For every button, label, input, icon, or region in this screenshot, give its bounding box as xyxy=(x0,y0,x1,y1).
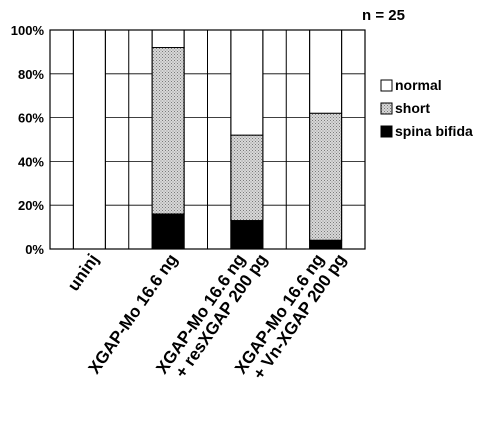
bar-segment-spina-bifida xyxy=(151,213,185,250)
legend-swatch-normal xyxy=(380,79,393,92)
bar-segment-normal xyxy=(309,29,343,114)
y-tick-label: 40% xyxy=(18,154,44,169)
y-tick-label: 100% xyxy=(11,23,45,38)
legend-label: spina bifida xyxy=(395,123,473,139)
x-category-label: uninj xyxy=(64,250,103,294)
y-tick-label: 20% xyxy=(18,198,44,213)
bar-segment-spina-bifida xyxy=(309,239,343,250)
bar-segment-short xyxy=(309,112,343,241)
legend: normal short spina bifida xyxy=(380,77,473,139)
bar-segment-spina-bifida xyxy=(230,220,264,250)
legend-label: short xyxy=(395,100,430,116)
y-tick-label: 0% xyxy=(25,242,44,257)
y-tick-label: 80% xyxy=(18,67,44,82)
bar-segment-normal xyxy=(72,29,106,250)
bar-segment-short xyxy=(230,134,264,222)
legend-swatch-spina-bifida xyxy=(380,125,393,138)
plot-frame xyxy=(49,29,366,250)
bar-segment-short xyxy=(151,47,185,215)
bar-segment-normal xyxy=(230,29,264,136)
legend-label: normal xyxy=(395,77,442,93)
legend-swatch-short xyxy=(380,102,393,115)
bar-segment-normal xyxy=(151,29,185,49)
sample-size-annotation: n = 25 xyxy=(362,7,405,24)
y-tick-label: 60% xyxy=(18,111,44,126)
